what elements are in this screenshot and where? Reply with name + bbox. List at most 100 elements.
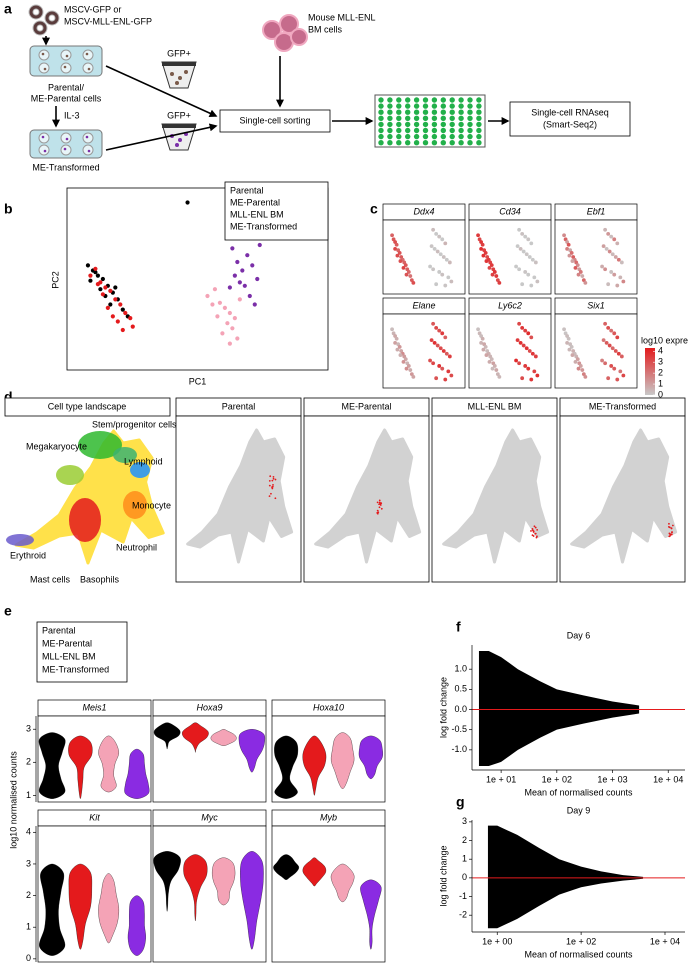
point	[85, 263, 91, 268]
well	[422, 103, 429, 109]
well	[387, 97, 393, 103]
point	[497, 280, 502, 285]
cell-type-label: Neutrophil	[116, 542, 157, 552]
point	[449, 279, 454, 284]
panel-title: ME-Parental	[341, 401, 391, 411]
facet-title: Six1	[587, 300, 605, 310]
well	[467, 115, 473, 122]
point	[621, 279, 626, 284]
highlight-cell	[268, 495, 271, 497]
point	[621, 373, 626, 378]
plate-label: Parental/	[48, 82, 85, 92]
point	[481, 347, 486, 352]
point	[530, 257, 535, 262]
well	[413, 109, 420, 115]
violin	[153, 851, 181, 912]
well	[458, 121, 464, 128]
point	[185, 200, 190, 205]
violin-panel: Parental ME-Parental MLL-ENL BM ME-Transfor…	[8, 621, 386, 963]
cell-type-label: Lymphoid	[124, 456, 163, 466]
point	[494, 274, 499, 278]
point	[440, 366, 445, 371]
cell-cluster	[69, 498, 101, 542]
point	[575, 357, 580, 362]
well	[458, 97, 464, 103]
point	[618, 275, 623, 280]
highlight-cell	[671, 531, 673, 533]
point	[578, 270, 583, 274]
x-axis-label: Mean of normalised counts	[524, 787, 633, 797]
violin	[183, 854, 208, 922]
point	[435, 343, 440, 348]
well	[405, 103, 411, 109]
y-axis-label: PC2	[50, 271, 60, 289]
facet-title: Ly6c2	[498, 300, 522, 310]
point	[517, 227, 522, 232]
well	[387, 121, 393, 128]
y-tick-label: 1	[26, 790, 31, 800]
well	[405, 127, 411, 134]
legend-box	[36, 621, 128, 683]
point	[93, 270, 98, 275]
well	[413, 127, 420, 134]
well	[440, 97, 446, 103]
facet-frame	[554, 313, 638, 389]
well	[405, 133, 411, 140]
facet-frame	[468, 313, 552, 389]
y-tick-label: 0.0	[454, 704, 467, 714]
point	[255, 276, 260, 282]
well	[458, 103, 464, 109]
point	[492, 270, 497, 274]
point	[444, 351, 449, 356]
point	[437, 364, 442, 368]
well	[413, 140, 420, 146]
point	[612, 272, 617, 277]
point	[397, 345, 402, 349]
point	[609, 234, 614, 239]
well	[449, 109, 455, 115]
point	[395, 347, 400, 352]
point	[250, 263, 255, 268]
well	[396, 109, 402, 115]
well	[405, 140, 411, 146]
point	[523, 234, 528, 239]
point	[529, 241, 534, 246]
point	[215, 314, 220, 319]
panel-label: d	[4, 389, 13, 405]
x-tick-label: 1e + 00	[482, 936, 512, 946]
point	[257, 242, 262, 248]
point	[567, 253, 572, 258]
well	[378, 97, 384, 103]
highlight-cell	[272, 475, 275, 478]
point	[235, 259, 240, 265]
virus-label: MSCV-MLL-ENL-GFP	[64, 16, 152, 26]
highlight-cell	[531, 529, 534, 532]
point	[100, 292, 105, 297]
landscape-title: Cell type landscape	[48, 401, 127, 411]
well	[387, 103, 393, 109]
point	[434, 376, 439, 381]
point	[245, 253, 250, 258]
point	[88, 273, 93, 278]
well	[378, 109, 384, 115]
pca-panel: Parental ME-Parental MLL-ENL BM ME-Transfor…	[50, 181, 329, 386]
violin	[210, 729, 237, 746]
point	[520, 282, 525, 287]
well	[476, 133, 482, 140]
facet-title: Elane	[412, 300, 435, 310]
well	[440, 115, 446, 122]
well	[396, 140, 402, 146]
point	[529, 377, 534, 382]
panel-label: f	[456, 619, 461, 635]
well	[431, 140, 438, 146]
point	[408, 368, 413, 372]
point	[609, 328, 614, 333]
point	[520, 231, 525, 236]
violin	[68, 735, 93, 799]
well	[476, 127, 482, 134]
point	[128, 316, 133, 321]
gfp-label: GFP+	[167, 110, 191, 120]
facet-frame	[382, 219, 466, 295]
